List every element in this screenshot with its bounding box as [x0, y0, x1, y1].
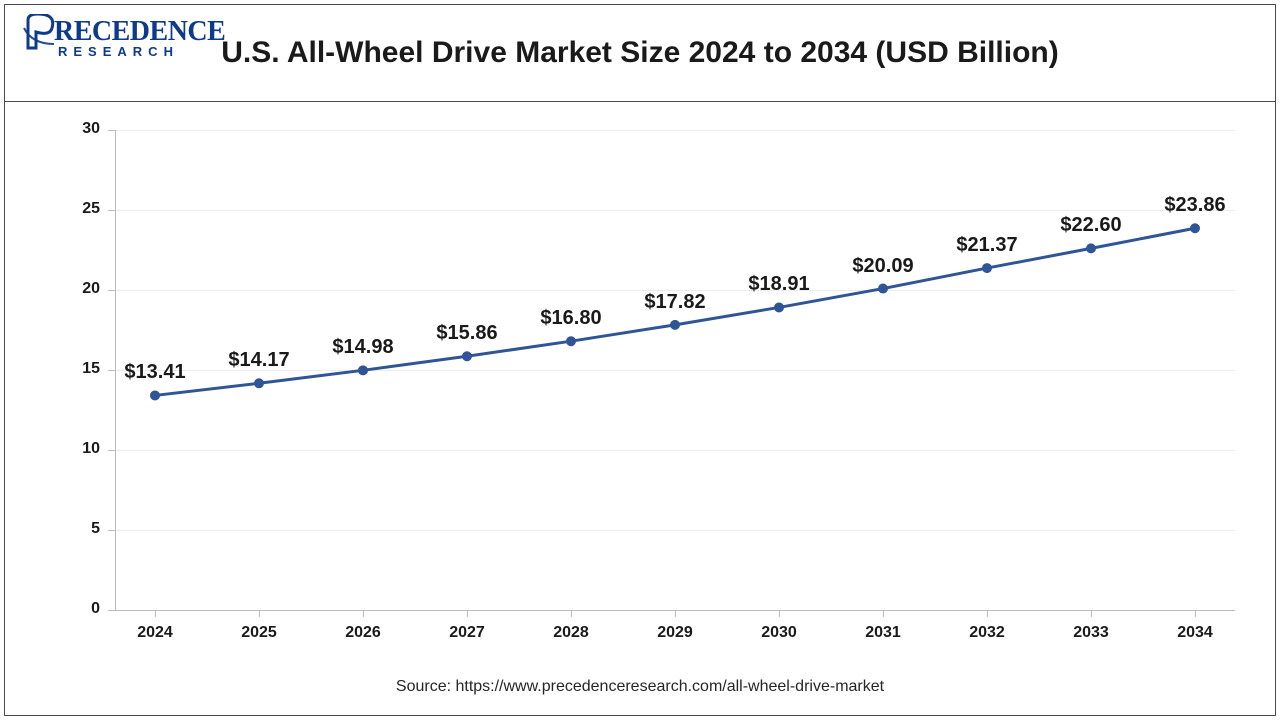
data-label: $17.82 — [644, 291, 705, 314]
data-label: $22.60 — [1060, 214, 1121, 237]
data-label: $23.86 — [1164, 194, 1225, 217]
data-label: $18.91 — [748, 273, 809, 296]
data-label: $15.86 — [436, 322, 497, 345]
data-marker — [983, 264, 992, 273]
source-text: Source: https://www.precedenceresearch.c… — [0, 678, 1280, 696]
data-marker — [1191, 224, 1200, 233]
data-label: $21.37 — [956, 234, 1017, 257]
data-label: $16.80 — [540, 307, 601, 330]
logo-p-icon — [22, 14, 56, 50]
data-marker — [255, 379, 264, 388]
chart-area: 0510152025302024202520262027202820292030… — [40, 120, 1250, 650]
data-label: $14.98 — [332, 336, 393, 359]
data-label: $13.41 — [124, 361, 185, 384]
data-marker — [775, 303, 784, 312]
data-label: $14.17 — [228, 349, 289, 372]
data-marker — [879, 284, 888, 293]
line-series — [40, 120, 1255, 630]
data-marker — [1087, 244, 1096, 253]
logo: RECEDENCE RESEARCH — [22, 14, 222, 59]
data-marker — [671, 320, 680, 329]
data-marker — [151, 391, 160, 400]
data-marker — [567, 337, 576, 346]
data-marker — [463, 352, 472, 361]
data-label: $20.09 — [852, 255, 913, 278]
header-section: RECEDENCE RESEARCH U.S. All-Wheel Drive … — [4, 4, 1276, 102]
data-marker — [359, 366, 368, 375]
